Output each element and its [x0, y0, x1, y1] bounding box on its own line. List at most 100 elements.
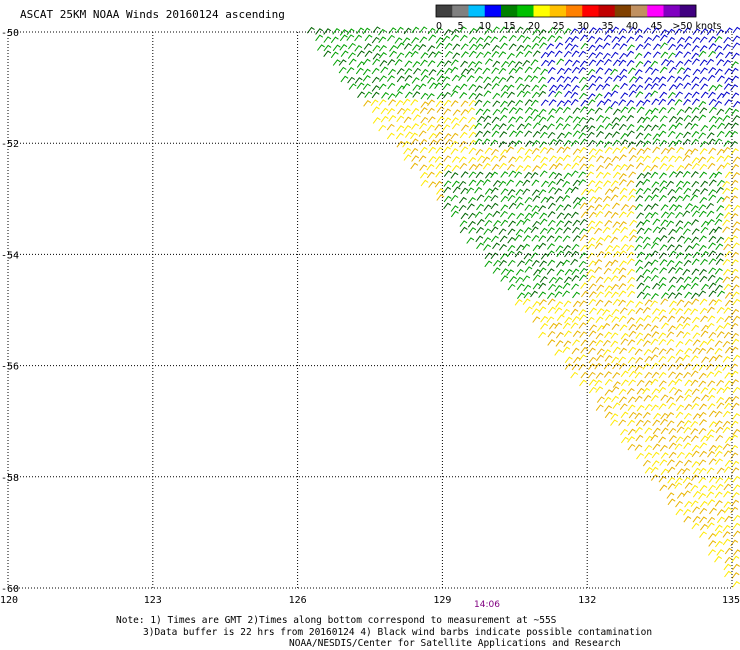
- wind-barb: [731, 492, 740, 499]
- wind-barb: [484, 147, 493, 154]
- wind-barb: [731, 338, 740, 346]
- wind-barb: [683, 316, 691, 324]
- wind-barb: [428, 34, 437, 41]
- wind-barb: [716, 236, 725, 244]
- wind-barb: [667, 466, 676, 474]
- wind-barb: [586, 269, 595, 276]
- wind-barb: [715, 325, 724, 332]
- wind-barb: [700, 28, 709, 35]
- wind-barb: [442, 35, 451, 43]
- wind-barb: [706, 347, 715, 354]
- wind-barb: [722, 195, 731, 203]
- wind-barb: [388, 68, 396, 76]
- wind-barb: [466, 187, 475, 194]
- wind-barb: [692, 28, 701, 36]
- wind-barb: [547, 211, 556, 218]
- wind-barb: [706, 429, 715, 436]
- wind-barb: [604, 371, 612, 378]
- wind-barb: [722, 524, 731, 532]
- wind-barb: [731, 332, 739, 340]
- wind-barb: [546, 196, 555, 203]
- wind-barb: [626, 300, 634, 307]
- wind-barb: [636, 404, 645, 412]
- wind-barb: [667, 355, 676, 363]
- wind-barb: [707, 162, 716, 170]
- wind-barb: [724, 372, 733, 379]
- wind-barb: [692, 506, 700, 513]
- wind-barb: [667, 52, 676, 59]
- wind-barb: [579, 92, 587, 100]
- wind-barb: [667, 284, 676, 292]
- wind-barb: [500, 210, 508, 218]
- wind-barb: [612, 221, 621, 228]
- wind-barb: [682, 181, 691, 188]
- wind-barb: [722, 410, 731, 418]
- wind-barb: [645, 66, 653, 74]
- wind-barb: [690, 484, 699, 492]
- wind-barb: [643, 333, 652, 340]
- wind-barb: [733, 549, 740, 556]
- wind-barb: [532, 316, 541, 323]
- wind-barb: [691, 444, 700, 452]
- wind-barb: [690, 379, 699, 387]
- wind-barb: [699, 500, 708, 508]
- wind-barb: [475, 148, 484, 156]
- wind-barb: [724, 380, 733, 387]
- wind-barb: [451, 74, 460, 82]
- wind-barb: [635, 76, 643, 83]
- wind-barb: [715, 212, 724, 220]
- wind-barb: [684, 403, 693, 411]
- wind-barb: [354, 34, 363, 42]
- wind-barb: [666, 396, 675, 404]
- wind-barb: [732, 204, 740, 212]
- wind-barb: [595, 386, 604, 393]
- wind-barb: [468, 147, 477, 155]
- wind-barb: [594, 227, 602, 235]
- wind-barb: [467, 220, 476, 228]
- wind-barb: [388, 99, 396, 106]
- wind-barb: [532, 282, 541, 290]
- wind-barb: [658, 436, 666, 443]
- wind-barb: [716, 387, 725, 394]
- wind-barb: [644, 253, 653, 260]
- wind-barb: [682, 435, 691, 442]
- wind-barb: [650, 293, 659, 300]
- wind-barb: [715, 243, 724, 250]
- wind-barb: [658, 380, 667, 387]
- wind-barb: [588, 196, 597, 203]
- wind-barb: [492, 92, 501, 100]
- wind-barb: [547, 180, 556, 188]
- wind-barb: [491, 124, 500, 131]
- wind-barb: [731, 251, 739, 259]
- wind-barb: [706, 58, 715, 66]
- wind-barb: [708, 421, 717, 428]
- wind-barb: [508, 116, 516, 123]
- wind-barb: [611, 36, 620, 43]
- wind-barb: [499, 35, 508, 43]
- wind-barb: [722, 43, 731, 51]
- wind-barb: [588, 154, 597, 162]
- wind-barb: [717, 179, 725, 187]
- wind-barb: [675, 220, 684, 227]
- wind-barb: [578, 260, 587, 268]
- wind-barb: [668, 155, 677, 162]
- wind-barb: [650, 171, 659, 179]
- wind-barb: [699, 403, 707, 411]
- wind-barb: [603, 141, 612, 148]
- wind-barb: [410, 138, 419, 145]
- wind-barb: [618, 299, 626, 307]
- wind-barb: [707, 91, 716, 99]
- wind-barb: [723, 268, 731, 276]
- wind-barb: [651, 98, 660, 105]
- wind-barb: [700, 124, 709, 132]
- wind-barb: [684, 482, 693, 489]
- wind-barb: [684, 163, 692, 170]
- wind-barb: [650, 338, 659, 346]
- wind-barb: [618, 28, 627, 35]
- wind-barb: [645, 435, 653, 443]
- wind-barb: [732, 35, 740, 42]
- wind-barb: [595, 404, 604, 411]
- wind-barb: [659, 315, 668, 322]
- wind-barb: [725, 346, 733, 354]
- wind-barb: [485, 172, 493, 179]
